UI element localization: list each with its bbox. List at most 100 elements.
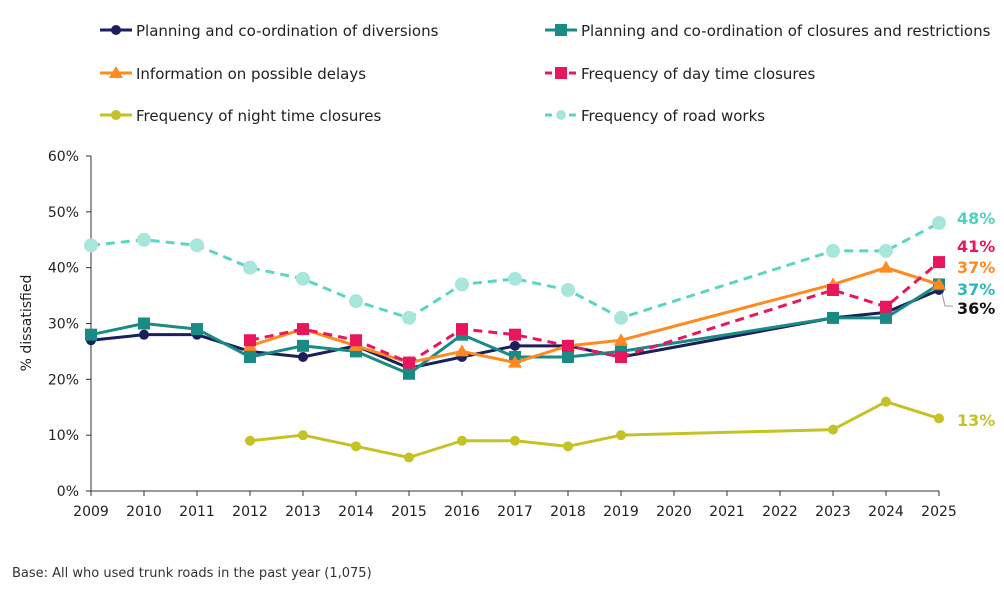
x-tick-label: 2011 xyxy=(179,504,215,520)
data-point xyxy=(827,284,839,296)
data-point xyxy=(297,339,309,352)
series-line xyxy=(249,260,940,365)
x-tick-label: 2013 xyxy=(285,504,321,520)
legend-label: Frequency of day time closures xyxy=(581,65,815,83)
data-point xyxy=(191,323,203,336)
data-point xyxy=(562,339,574,352)
data-point xyxy=(296,271,310,286)
y-axis-label: % dissatisfied xyxy=(19,275,35,372)
data-point xyxy=(826,243,840,258)
x-tick-label: 2020 xyxy=(656,504,692,520)
data-point xyxy=(85,328,97,341)
legend-marker xyxy=(555,24,567,36)
data-point xyxy=(562,351,574,363)
data-point xyxy=(84,238,98,253)
data-point xyxy=(880,300,892,313)
data-point xyxy=(828,424,838,435)
data-point xyxy=(827,311,839,324)
data-point xyxy=(881,396,891,407)
data-point xyxy=(510,340,520,351)
leader-line xyxy=(941,292,953,307)
legend-label: Planning and co-ordination of closures a… xyxy=(581,22,991,40)
end-label: 13% xyxy=(957,411,995,430)
legend-marker xyxy=(555,67,567,79)
series-line xyxy=(90,221,940,320)
end-label: 37% xyxy=(957,258,995,277)
data-point xyxy=(350,334,362,347)
legend-label: Planning and co-ordination of diversions xyxy=(136,22,439,40)
data-point xyxy=(510,435,520,446)
legend-item: Planning and co-ordination of diversions xyxy=(100,22,439,40)
x-tick-label: 2022 xyxy=(762,504,798,520)
end-label: 36% xyxy=(957,299,995,318)
y-tick-label: 50% xyxy=(48,205,79,221)
data-point xyxy=(455,277,469,292)
data-point xyxy=(351,441,361,452)
end-labels: 36%37%37%41%13%48% xyxy=(941,209,995,430)
y-tick-label: 0% xyxy=(57,484,79,500)
legend-item: Information on possible delays xyxy=(100,65,366,83)
x-tick-label: 2019 xyxy=(603,504,639,520)
data-point xyxy=(508,271,522,286)
end-label: 48% xyxy=(957,209,995,228)
y-tick-label: 20% xyxy=(48,372,79,388)
data-point xyxy=(244,351,256,363)
y-tick-label: 10% xyxy=(48,428,79,444)
x-tick-label: 2025 xyxy=(921,504,957,520)
x-tick-label: 2012 xyxy=(232,504,268,520)
data-point xyxy=(880,311,892,324)
legend-marker xyxy=(111,25,121,35)
x-tick-label: 2015 xyxy=(391,504,427,520)
legend-marker xyxy=(556,110,566,120)
data-point xyxy=(932,277,946,290)
legend-label: Frequency of road works xyxy=(581,107,765,125)
data-point xyxy=(297,323,309,336)
data-point xyxy=(298,352,308,362)
data-point xyxy=(615,351,627,363)
data-point xyxy=(245,435,255,446)
legend-marker xyxy=(109,66,123,78)
series-lines xyxy=(84,216,946,463)
data-point xyxy=(509,328,521,341)
legend-item: Frequency of road works xyxy=(545,107,765,125)
series-5 xyxy=(84,216,946,325)
x-tick-label: 2017 xyxy=(497,504,533,520)
x-tick-label: 2024 xyxy=(868,504,904,520)
x-tick-label: 2009 xyxy=(73,504,109,520)
legend-marker xyxy=(111,110,121,120)
data-point xyxy=(932,216,946,230)
data-point xyxy=(243,260,257,275)
data-point xyxy=(138,317,150,330)
series-line xyxy=(90,283,940,376)
end-label: 37% xyxy=(957,280,995,299)
data-point xyxy=(563,441,573,452)
x-tick-label: 2010 xyxy=(126,504,162,520)
legend-label: Information on possible delays xyxy=(136,65,366,83)
data-point xyxy=(933,256,945,269)
y-tick-label: 60% xyxy=(48,149,79,165)
data-point xyxy=(402,310,416,325)
legend-label: Frequency of night time closures xyxy=(136,107,381,125)
x-tick-label: 2021 xyxy=(709,504,745,520)
data-point xyxy=(244,334,256,347)
data-point xyxy=(456,323,468,336)
data-point xyxy=(616,430,626,441)
data-point xyxy=(139,329,149,340)
data-point xyxy=(455,344,469,357)
x-tick-label: 2018 xyxy=(550,504,586,520)
axes: 0% 10% 20% 30% 40% 50% 60% 2009 2010 2011 2012 2013… xyxy=(48,149,957,520)
data-point xyxy=(879,243,893,258)
legend-item: Frequency of night time closures xyxy=(100,107,381,125)
end-label: 41% xyxy=(957,237,995,256)
data-point xyxy=(403,356,415,369)
data-point xyxy=(614,333,628,346)
data-point xyxy=(190,238,204,253)
legend-item: Frequency of day time closures xyxy=(545,65,815,83)
y-tick-label: 30% xyxy=(48,317,79,333)
data-point xyxy=(934,413,944,424)
data-point xyxy=(403,367,415,380)
legend: Planning and co-ordination of diversions… xyxy=(100,22,991,125)
series-3 xyxy=(244,256,945,369)
y-tick-label: 40% xyxy=(48,261,79,277)
